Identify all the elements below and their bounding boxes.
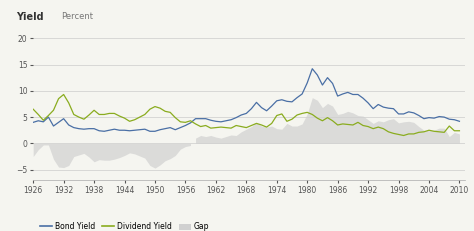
Text: Yield: Yield bbox=[16, 12, 44, 22]
Text: Percent: Percent bbox=[61, 12, 93, 21]
Legend: Bond Yield, Dividend Yield, Gap: Bond Yield, Dividend Yield, Gap bbox=[37, 219, 212, 231]
